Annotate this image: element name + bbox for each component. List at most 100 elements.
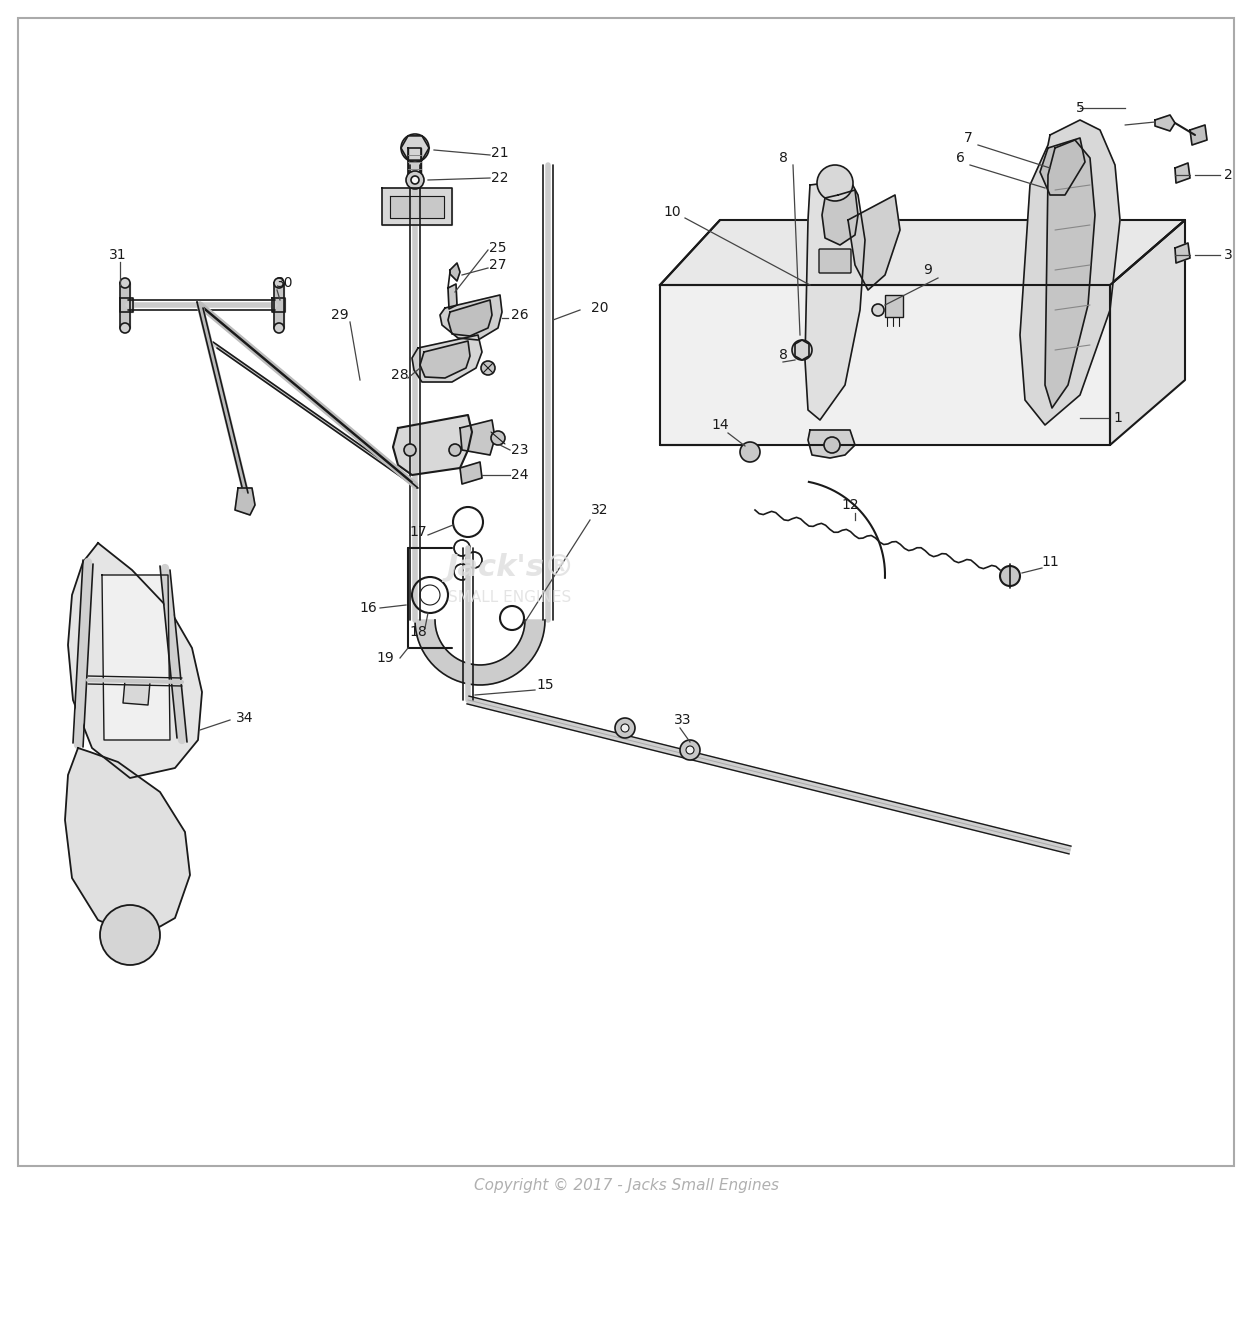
Polygon shape — [1040, 138, 1085, 194]
Text: 22: 22 — [491, 171, 508, 185]
Bar — [18, 19, 1234, 1166]
Text: 17: 17 — [409, 525, 427, 538]
Polygon shape — [391, 196, 444, 218]
Text: 30: 30 — [277, 277, 294, 290]
Text: Jack's®: Jack's® — [446, 553, 575, 582]
Text: 33: 33 — [675, 713, 692, 728]
Polygon shape — [1156, 115, 1174, 131]
Text: 1: 1 — [1113, 411, 1123, 425]
Polygon shape — [412, 335, 482, 382]
Polygon shape — [274, 283, 284, 328]
Circle shape — [740, 442, 760, 462]
Text: 7: 7 — [964, 131, 973, 146]
Polygon shape — [1189, 124, 1207, 146]
Polygon shape — [823, 191, 858, 245]
Text: 9: 9 — [924, 263, 933, 277]
Text: 29: 29 — [332, 308, 349, 321]
Text: 31: 31 — [109, 247, 126, 262]
Circle shape — [120, 278, 130, 288]
Circle shape — [491, 431, 505, 445]
Polygon shape — [1111, 220, 1184, 445]
Text: 19: 19 — [376, 651, 394, 665]
Circle shape — [615, 718, 635, 738]
Text: 23: 23 — [511, 443, 528, 456]
Polygon shape — [660, 284, 1111, 445]
Polygon shape — [401, 136, 429, 160]
Text: Copyright © 2017 - Jacks Small Engines: Copyright © 2017 - Jacks Small Engines — [473, 1177, 779, 1192]
Polygon shape — [393, 415, 472, 475]
Circle shape — [1000, 566, 1020, 586]
Circle shape — [793, 340, 813, 360]
Polygon shape — [123, 680, 150, 705]
Text: 6: 6 — [955, 151, 964, 165]
Text: 24: 24 — [511, 468, 528, 482]
Circle shape — [686, 746, 694, 754]
Circle shape — [100, 905, 160, 964]
Circle shape — [411, 176, 419, 184]
Polygon shape — [449, 263, 459, 280]
Text: 14: 14 — [711, 418, 729, 433]
Text: 18: 18 — [409, 624, 427, 639]
Circle shape — [680, 740, 700, 759]
Polygon shape — [808, 430, 855, 458]
Polygon shape — [68, 542, 202, 778]
Bar — [885, 295, 903, 318]
Text: 32: 32 — [591, 503, 608, 517]
Polygon shape — [448, 300, 492, 336]
Text: 34: 34 — [237, 710, 254, 725]
Text: 21: 21 — [491, 146, 508, 160]
Polygon shape — [439, 295, 502, 340]
Polygon shape — [1174, 163, 1189, 183]
Text: 12: 12 — [841, 497, 859, 512]
Polygon shape — [459, 419, 495, 455]
Polygon shape — [120, 298, 133, 312]
Polygon shape — [414, 620, 545, 685]
Polygon shape — [1020, 120, 1121, 425]
Circle shape — [401, 134, 429, 161]
Polygon shape — [467, 696, 1070, 853]
Circle shape — [818, 165, 853, 201]
Circle shape — [274, 323, 284, 333]
FancyBboxPatch shape — [819, 249, 851, 273]
Polygon shape — [1045, 140, 1096, 407]
Polygon shape — [65, 747, 190, 938]
Polygon shape — [235, 488, 255, 515]
Polygon shape — [101, 576, 170, 740]
Polygon shape — [1174, 243, 1189, 263]
Text: 10: 10 — [664, 205, 681, 220]
Circle shape — [406, 171, 424, 189]
Text: 16: 16 — [359, 601, 377, 615]
Polygon shape — [795, 340, 809, 360]
Polygon shape — [448, 284, 457, 310]
Text: 3: 3 — [1223, 247, 1232, 262]
Text: 15: 15 — [536, 677, 553, 692]
Circle shape — [449, 445, 461, 456]
Text: 11: 11 — [1042, 556, 1059, 569]
Circle shape — [824, 437, 840, 452]
Circle shape — [120, 323, 130, 333]
Text: 28: 28 — [391, 368, 409, 382]
Text: 27: 27 — [490, 258, 507, 273]
Polygon shape — [805, 180, 865, 419]
Polygon shape — [419, 341, 470, 378]
Text: 8: 8 — [779, 151, 788, 165]
Polygon shape — [459, 462, 482, 484]
Circle shape — [621, 724, 629, 732]
Circle shape — [274, 278, 284, 288]
Polygon shape — [408, 148, 421, 175]
Text: 25: 25 — [490, 241, 507, 255]
Text: 26: 26 — [511, 308, 528, 321]
Text: SMALL ENGINES: SMALL ENGINES — [448, 590, 572, 606]
Circle shape — [871, 304, 884, 316]
Circle shape — [404, 445, 416, 456]
Circle shape — [481, 361, 495, 374]
Polygon shape — [848, 194, 900, 290]
Polygon shape — [382, 188, 452, 225]
Text: 8: 8 — [779, 348, 788, 363]
Text: 5: 5 — [1075, 101, 1084, 115]
Polygon shape — [120, 283, 130, 328]
Polygon shape — [660, 220, 1184, 284]
Polygon shape — [272, 298, 285, 312]
Text: 2: 2 — [1223, 168, 1232, 183]
Text: 20: 20 — [591, 302, 608, 315]
